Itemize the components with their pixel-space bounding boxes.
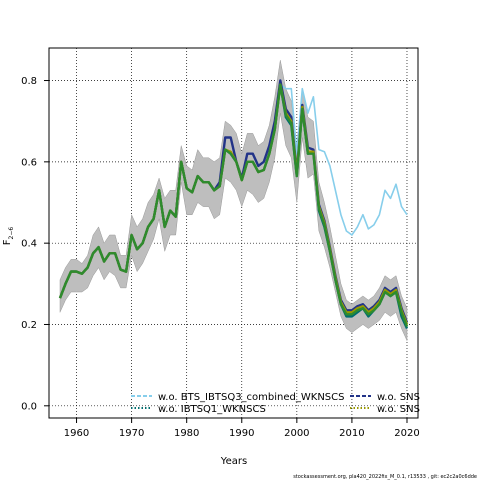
y-axis-title-main: F <box>2 239 13 245</box>
legend-label: w.o. IBTSQ1_WKNSCS <box>158 404 266 415</box>
legend-label: w.o. BTS_IBTSQ3_combined_WKNSCS <box>158 392 344 403</box>
series-line-3 <box>58 79 409 323</box>
y-axis-title: F2−6 <box>2 227 15 246</box>
grid-lines <box>49 48 418 418</box>
x-axis: 1960 1970 1980 1990 2000 2010 2020 <box>64 418 420 439</box>
legend-label: w.o. SNS <box>377 392 420 403</box>
x-tick-label: 1960 <box>64 428 89 439</box>
series-line-2 <box>58 83 409 329</box>
x-tick-label: 2020 <box>394 428 419 439</box>
x-tick-label: 2000 <box>284 428 309 439</box>
series-line-4 <box>58 83 409 325</box>
y-tick-label: 0.2 <box>21 320 37 331</box>
plot-frame <box>48 47 419 419</box>
confidence-band-layer <box>59 60 408 341</box>
y-axis: 0.0 0.2 0.4 0.6 0.8 <box>21 76 49 412</box>
x-axis-title: Years <box>220 456 247 467</box>
y-tick-label: 0.4 <box>21 239 37 250</box>
footer-text: stockassessment.org, pla420_2022fix_M_0.… <box>293 474 477 480</box>
x-tick-label: 1980 <box>174 428 199 439</box>
y-tick-label: 0.8 <box>21 76 37 87</box>
y-tick-label: 0.6 <box>21 157 37 168</box>
x-tick-label: 2010 <box>339 428 364 439</box>
x-tick-label: 1990 <box>229 428 254 439</box>
y-axis-title-subscript: 2−6 <box>8 227 15 240</box>
confidence-band <box>59 60 408 341</box>
y-tick-label: 0.0 <box>21 401 37 412</box>
series-line-5 <box>58 83 409 327</box>
x-tick-label: 1970 <box>119 428 144 439</box>
legend-label: w.o. SNS <box>377 404 420 415</box>
series-lines-layer <box>58 79 409 329</box>
